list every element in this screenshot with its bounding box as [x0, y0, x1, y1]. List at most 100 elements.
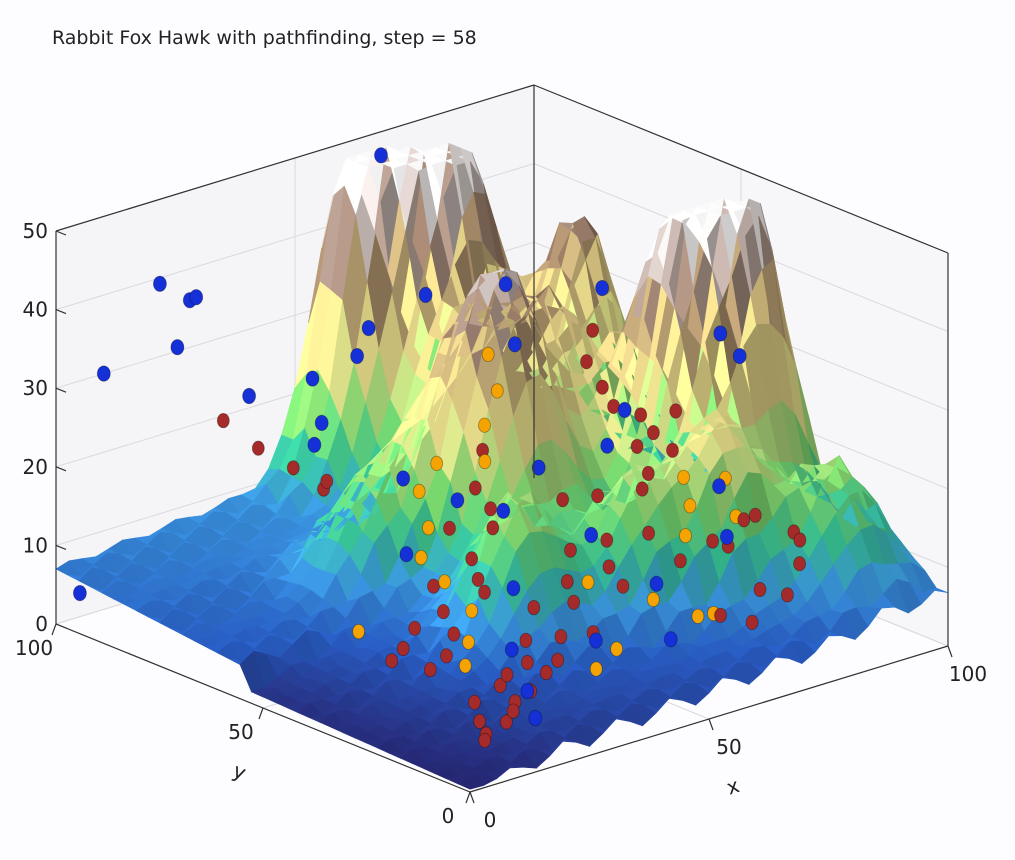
marker-rabbit [251, 440, 265, 456]
marker-rabbit [607, 398, 620, 414]
y-tick-label: 0 [442, 804, 455, 828]
marker-fox [438, 574, 452, 590]
marker-rabbit [436, 603, 450, 620]
marker-fox [430, 455, 444, 471]
marker-rabbit [560, 573, 574, 590]
z-tick-label: 10 [23, 533, 48, 557]
tick-mark [55, 387, 67, 393]
marker-rabbit [616, 578, 630, 594]
tick-mark [51, 623, 57, 636]
marker-rabbit [647, 424, 660, 441]
marker-hawk [498, 276, 513, 293]
axis-edge [533, 84, 949, 254]
marker-rabbit [793, 532, 807, 548]
marker-fox [414, 549, 428, 566]
marker-hawk [589, 632, 603, 649]
marker-hawk [595, 279, 609, 297]
marker-rabbit [519, 632, 533, 649]
marker-rabbit [586, 322, 599, 338]
marker-rabbit [521, 654, 534, 671]
marker-rabbit [484, 501, 498, 517]
marker-rabbit [714, 607, 727, 623]
marker-fox [691, 608, 705, 624]
marker-rabbit [591, 488, 604, 504]
marker-fox [679, 528, 692, 544]
marker-rabbit [753, 581, 767, 598]
marker-rabbit [385, 653, 399, 669]
marker-hawk [720, 528, 734, 545]
marker-hawk [506, 580, 521, 597]
marker-fox [421, 520, 435, 536]
marker-hawk [350, 347, 365, 365]
marker-hawk [152, 275, 167, 292]
marker-rabbit [556, 491, 569, 508]
tick-mark [55, 230, 67, 236]
marker-hawk [73, 584, 87, 602]
tick-mark [708, 718, 714, 731]
x-tick-label: 100 [949, 662, 987, 686]
marker-rabbit [499, 714, 513, 730]
tick-mark [465, 791, 471, 804]
marker-hawk [504, 641, 519, 658]
marker-fox [478, 417, 491, 433]
marker-rabbit [642, 525, 655, 541]
marker-rabbit [641, 465, 655, 481]
z-tick-label: 20 [23, 455, 48, 479]
marker-hawk [170, 339, 185, 356]
marker-rabbit [567, 594, 581, 610]
tick-mark [55, 623, 67, 629]
agent-markers [73, 147, 807, 749]
marker-rabbit [748, 507, 762, 523]
marker-hawk [374, 147, 388, 164]
marker-hawk [712, 478, 726, 495]
marker-rabbit [440, 648, 453, 664]
y-axis-label: y [230, 758, 250, 785]
marker-rabbit [396, 640, 410, 657]
marker-rabbit [781, 587, 794, 603]
marker-rabbit [473, 713, 487, 729]
marker-fox [610, 641, 623, 657]
marker-fox [683, 498, 697, 514]
marker-rabbit [551, 652, 565, 668]
marker-rabbit [478, 584, 491, 600]
marker-fox [589, 661, 603, 677]
marker-hawk [496, 502, 511, 519]
z-tick-label: 40 [23, 298, 48, 322]
marker-hawk [307, 436, 322, 453]
marker-fox [412, 483, 426, 499]
marker-fox [677, 469, 690, 485]
marker-rabbit [793, 556, 806, 572]
marker-hawk [617, 401, 632, 418]
marker-hawk [600, 437, 615, 454]
marker-fox [581, 574, 595, 590]
marker-rabbit [630, 438, 644, 454]
marker-rabbit [674, 553, 687, 569]
surface-cell [923, 587, 949, 593]
marker-rabbit [443, 520, 456, 536]
marker-fox [490, 383, 504, 399]
marker-hawk [189, 289, 204, 306]
tick-mark [947, 645, 953, 658]
marker-rabbit [506, 703, 520, 719]
marker-rabbit [554, 628, 568, 645]
marker-fox [458, 658, 472, 674]
marker-rabbit [320, 473, 334, 489]
marker-hawk [314, 414, 329, 431]
z-tick-label: 30 [23, 376, 48, 400]
marker-rabbit [216, 412, 230, 429]
marker-rabbit [478, 732, 492, 749]
marker-rabbit [634, 407, 648, 423]
marker-hawk [361, 319, 376, 337]
marker-hawk [713, 325, 728, 342]
marker-hawk [399, 546, 414, 563]
y-tick-label: 100 [15, 636, 53, 660]
marker-rabbit [564, 542, 577, 558]
marker-rabbit [468, 480, 482, 496]
x-axis-label: x [723, 773, 742, 800]
marker-rabbit [447, 626, 461, 642]
tick-mark [258, 707, 264, 720]
marker-rabbit [468, 694, 481, 710]
marker-hawk [528, 709, 543, 727]
